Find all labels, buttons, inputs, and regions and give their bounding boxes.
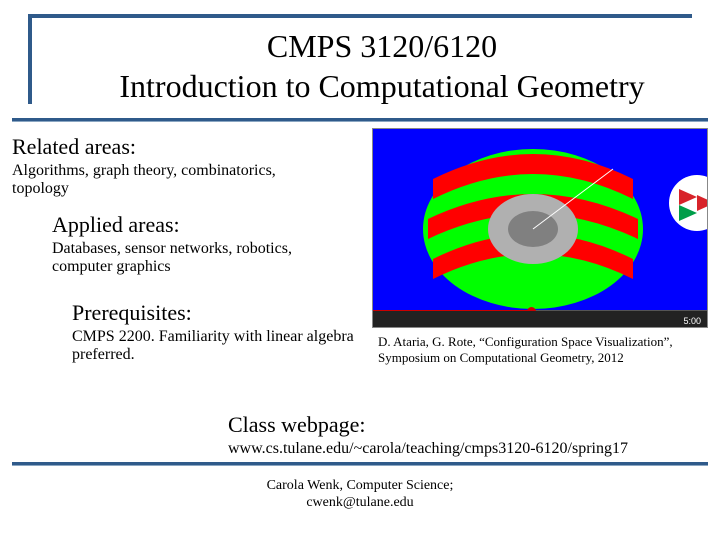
related-body: Algorithms, graph theory, combinatorics,… (12, 162, 332, 199)
footer: Carola Wenk, Computer Science; cwenk@tul… (0, 478, 720, 512)
applied-body: Databases, sensor networks, robotics, co… (52, 240, 352, 277)
figure-frame: 5:00 (372, 128, 708, 328)
course-code: CMPS 3120/6120 (72, 26, 692, 66)
related-heading: Related areas: (12, 134, 332, 160)
video-control-bar (373, 311, 708, 327)
prereq-heading: Prerequisites: (72, 300, 372, 326)
footer-email: cwenk@tulane.edu (0, 495, 720, 512)
divider-top (12, 118, 708, 122)
section-applied: Applied areas: Databases, sensor network… (52, 212, 352, 277)
video-timestamp: 5:00 (683, 316, 701, 326)
footer-author: Carola Wenk, Computer Science; (0, 478, 720, 495)
title-box: CMPS 3120/6120 Introduction to Computati… (28, 14, 692, 104)
section-webpage: Class webpage: www.cs.tulane.edu/~carola… (228, 412, 708, 458)
section-prereq: Prerequisites: CMPS 2200. Familiarity wi… (72, 300, 372, 365)
divider-bottom (12, 462, 708, 466)
course-title: Introduction to Computational Geometry (72, 66, 692, 106)
prereq-body: CMPS 2200. Familiarity with linear algeb… (72, 328, 372, 365)
webpage-url: www.cs.tulane.edu/~carola/teaching/cmps3… (228, 440, 708, 458)
figure-video: 5:00 (372, 128, 708, 350)
webpage-heading: Class webpage: (228, 412, 708, 438)
section-related: Related areas: Algorithms, graph theory,… (12, 134, 332, 199)
configuration-space-illustration (373, 129, 708, 328)
figure-caption: D. Ataria, G. Rote, “Configuration Space… (378, 334, 708, 365)
applied-heading: Applied areas: (52, 212, 352, 238)
